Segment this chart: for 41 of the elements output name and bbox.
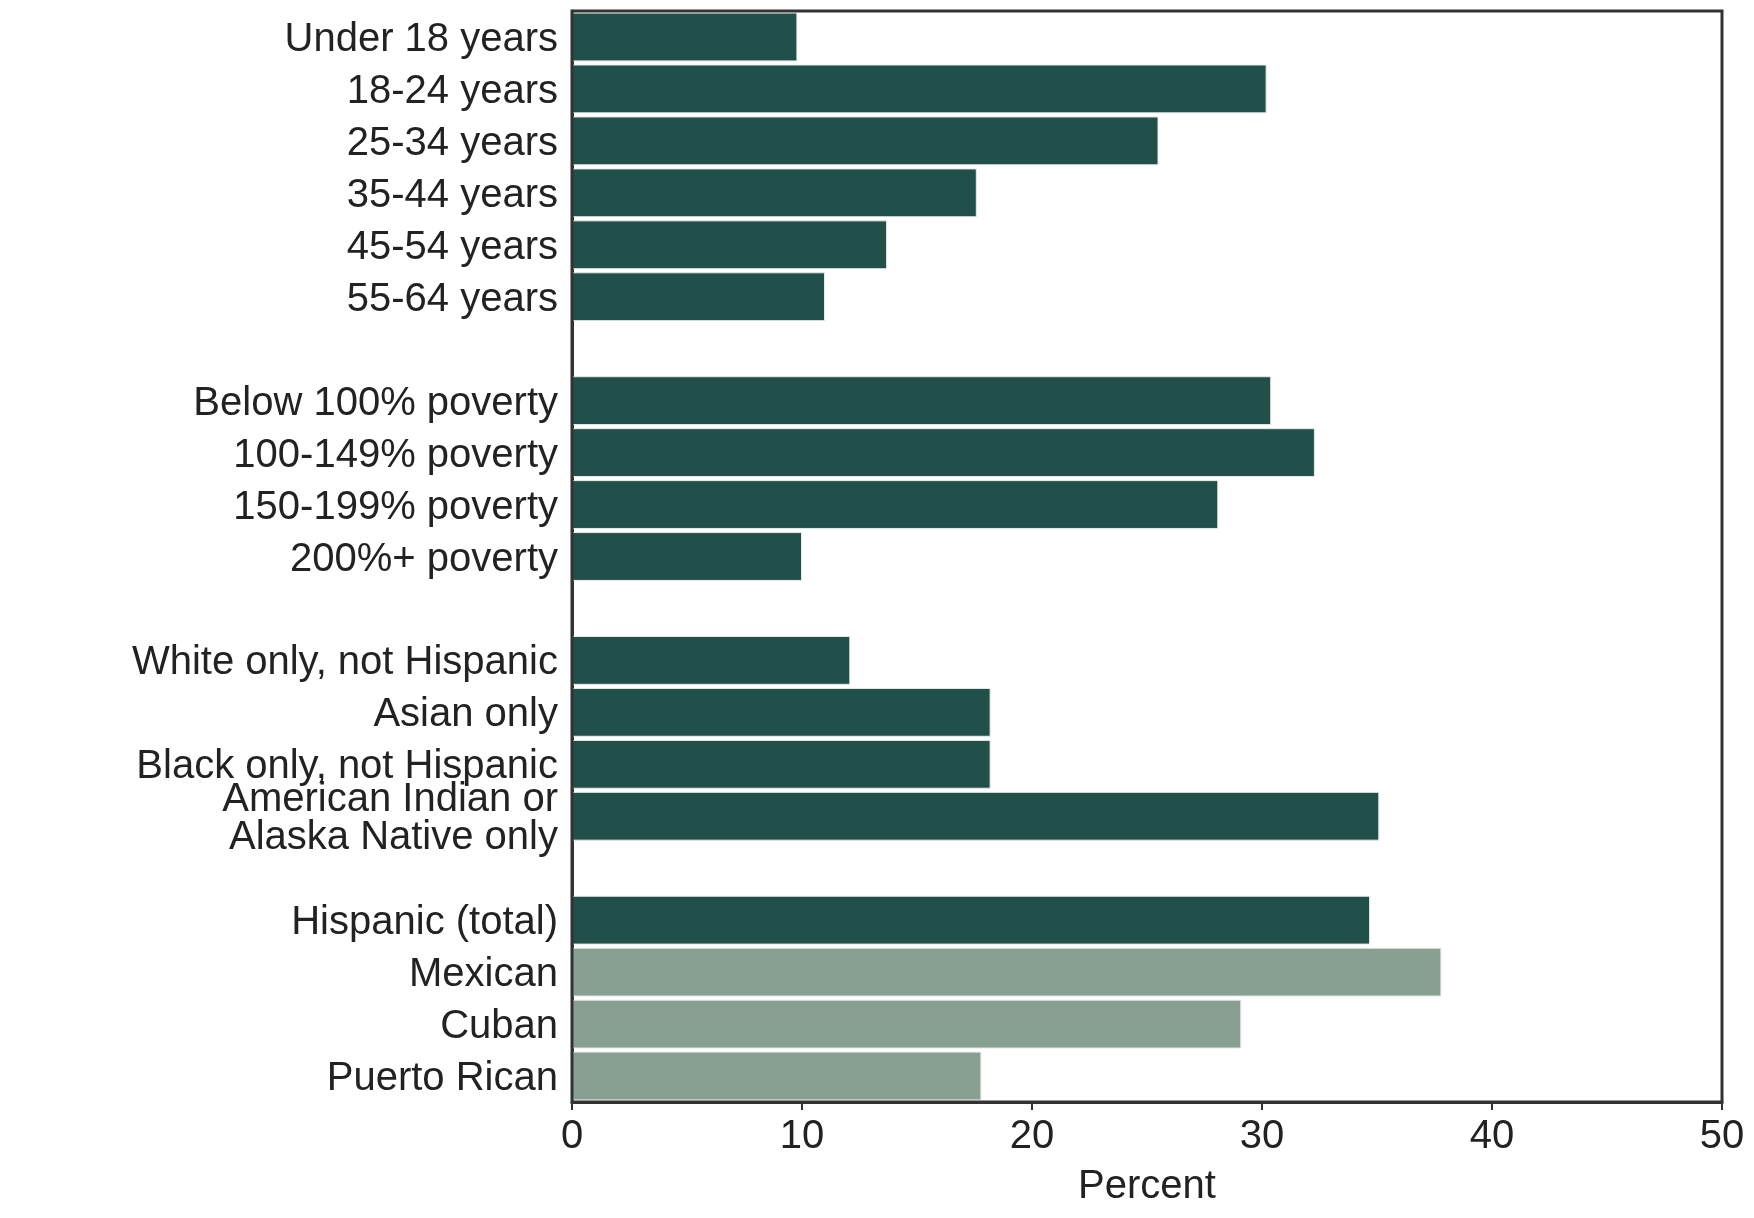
y-tick-label: 150-199% poverty [233, 482, 558, 527]
y-tick-label: White only, not Hispanic [131, 638, 558, 683]
x-tick-label: 50 [1699, 1112, 1745, 1156]
bar [572, 947, 1442, 997]
x-tick-label: 0 [560, 1112, 584, 1156]
bar [572, 116, 1159, 166]
y-tick-label: 200%+ poverty [290, 534, 558, 579]
bar [572, 739, 991, 789]
y-tick-label: Hispanic (total) [291, 898, 558, 943]
bar [572, 532, 802, 581]
y-tick-label: Cuban [440, 1002, 558, 1047]
bar [572, 168, 977, 218]
y-tick-label: Mexican [409, 950, 558, 995]
x-tick-label: 10 [779, 1112, 825, 1156]
bar [572, 428, 1315, 478]
y-tick-label: 35-44 years [346, 170, 558, 215]
bar [572, 64, 1267, 114]
x-axis-title: Percent [1078, 1162, 1216, 1206]
y-tick-label: 55-64 years [346, 274, 558, 319]
bar [572, 895, 1371, 945]
x-tick-label: 40 [1469, 1112, 1515, 1156]
bar [572, 376, 1272, 426]
bar [572, 12, 798, 62]
bar [572, 1051, 982, 1101]
y-tick-label: Asian only [373, 690, 558, 735]
y-tick-label: 25-34 years [346, 118, 558, 163]
y-tick-label: 100-149% poverty [233, 430, 558, 475]
y-tick-label: 18-24 years [346, 66, 558, 111]
bar [572, 272, 825, 322]
bar [572, 999, 1242, 1049]
bar [572, 480, 1219, 529]
y-tick-label: Puerto Rican [326, 1054, 558, 1099]
x-tick-label: 20 [1009, 1112, 1055, 1156]
y-tick-label: 45-54 years [346, 222, 558, 267]
bar [572, 687, 991, 737]
bar [572, 791, 1380, 841]
x-tick-label: 30 [1239, 1112, 1285, 1156]
y-tick-label: Below 100% poverty [193, 378, 558, 423]
bar [572, 220, 888, 270]
y-tick-label: Under 18 years [284, 14, 558, 59]
bar [572, 635, 851, 685]
